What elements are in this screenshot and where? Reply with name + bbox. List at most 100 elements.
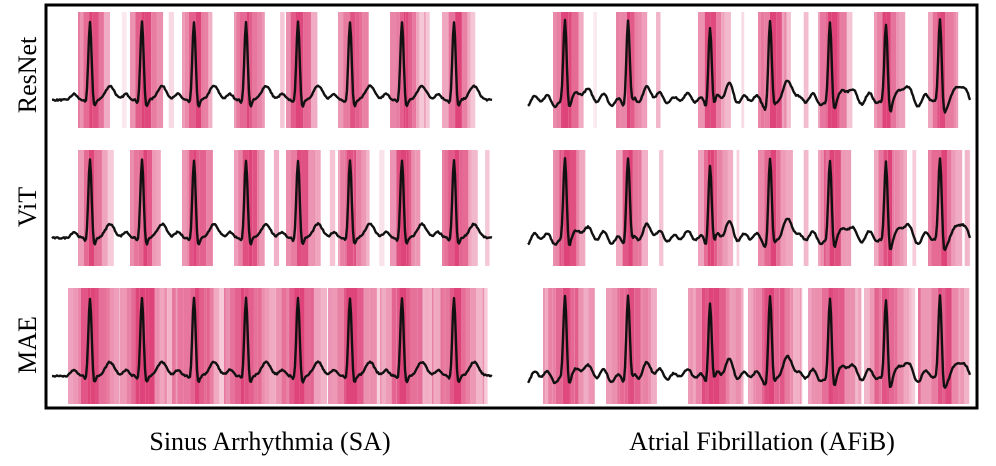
ecg-trace <box>51 296 493 384</box>
saliency-band <box>328 288 332 404</box>
saliency-band <box>442 150 445 266</box>
saliency-band <box>338 150 341 266</box>
saliency-band <box>724 12 731 128</box>
row-label: ViT <box>13 187 42 227</box>
saliency-band <box>931 150 937 266</box>
saliency-band <box>964 288 970 404</box>
saliency-band <box>242 150 249 266</box>
saliency-band <box>148 288 155 404</box>
saliency-band <box>729 288 733 404</box>
saliency-band <box>396 12 400 128</box>
saliency-band <box>818 12 820 128</box>
panels <box>51 12 972 404</box>
saliency-band <box>412 12 416 128</box>
saliency-band <box>832 288 839 404</box>
saliency-band <box>280 12 285 128</box>
saliency-band <box>874 288 879 404</box>
saliency-band <box>827 12 832 128</box>
saliency-band <box>634 12 639 128</box>
saliency-band <box>571 288 575 404</box>
saliency-band <box>417 288 423 404</box>
saliency-band <box>741 12 745 128</box>
saliency-band <box>485 150 490 266</box>
saliency-band <box>68 288 74 404</box>
saliency-band <box>343 288 347 404</box>
saliency-band <box>719 288 726 404</box>
ecg-trace <box>527 18 972 114</box>
saliency-band <box>578 12 584 128</box>
saliency-band <box>569 288 572 404</box>
saliency-band <box>911 288 916 404</box>
saliency-band <box>782 12 785 128</box>
saliency-band <box>159 288 165 404</box>
saliency-band <box>876 12 883 128</box>
saliency-band <box>630 288 634 404</box>
saliency-band <box>130 150 134 266</box>
saliency-band <box>340 150 345 266</box>
saliency-band <box>269 288 276 404</box>
saliency-band <box>419 12 426 128</box>
saliency-band <box>361 150 366 266</box>
saliency-band <box>808 288 812 404</box>
saliency-band <box>114 288 120 404</box>
saliency-band <box>713 288 720 404</box>
saliency-band <box>606 288 612 404</box>
saliency-band <box>476 288 482 404</box>
saliency-band <box>199 150 207 266</box>
saliency-band <box>593 12 597 128</box>
saliency-band <box>139 288 146 404</box>
saliency-band <box>481 288 485 404</box>
saliency-band <box>435 288 441 404</box>
saliency-band <box>296 12 300 128</box>
saliency-band <box>889 288 895 404</box>
saliency-band <box>97 150 102 266</box>
saliency-band <box>468 150 472 266</box>
saliency-band <box>300 12 304 128</box>
saliency-band <box>156 12 164 128</box>
saliency-band <box>556 12 561 128</box>
saliency-band <box>850 288 856 404</box>
saliency-band <box>455 12 462 128</box>
saliency-band <box>219 288 226 404</box>
saliency-band <box>878 288 882 404</box>
saliency-band <box>454 288 461 404</box>
saliency-band <box>896 150 901 266</box>
saliency-band <box>903 150 907 266</box>
saliency-band <box>385 288 392 404</box>
saliency-band <box>444 150 449 266</box>
saliency-band <box>411 150 416 266</box>
saliency-band <box>846 12 853 128</box>
saliency-band <box>416 12 420 128</box>
saliency-band <box>356 150 362 266</box>
saliency-band <box>717 150 723 266</box>
saliency-band <box>290 12 296 128</box>
saliency-band <box>632 150 639 266</box>
saliency-band <box>578 288 584 404</box>
saliency-band <box>286 288 290 404</box>
saliency-band <box>144 12 152 128</box>
saliency-band <box>638 150 642 266</box>
saliency-band <box>722 150 728 266</box>
saliency-band <box>229 288 235 404</box>
saliency-band <box>776 150 781 266</box>
saliency-band <box>932 12 938 128</box>
saliency-band <box>732 288 737 404</box>
saliency-band <box>786 150 793 266</box>
saliency-band <box>811 288 815 404</box>
saliency-band <box>408 12 413 128</box>
saliency-band <box>399 12 404 128</box>
saliency-band <box>362 12 369 128</box>
saliency-band <box>83 12 89 128</box>
saliency-band <box>846 150 852 266</box>
saliency-band <box>257 12 262 128</box>
saliency-band <box>948 12 954 128</box>
saliency-band <box>84 150 89 266</box>
saliency-band <box>651 288 657 404</box>
saliency-band <box>289 288 295 404</box>
saliency-band <box>470 12 476 128</box>
saliency-band <box>199 288 205 404</box>
saliency-band <box>760 12 765 128</box>
saliency-band <box>937 150 942 266</box>
saliency-band <box>555 150 560 266</box>
